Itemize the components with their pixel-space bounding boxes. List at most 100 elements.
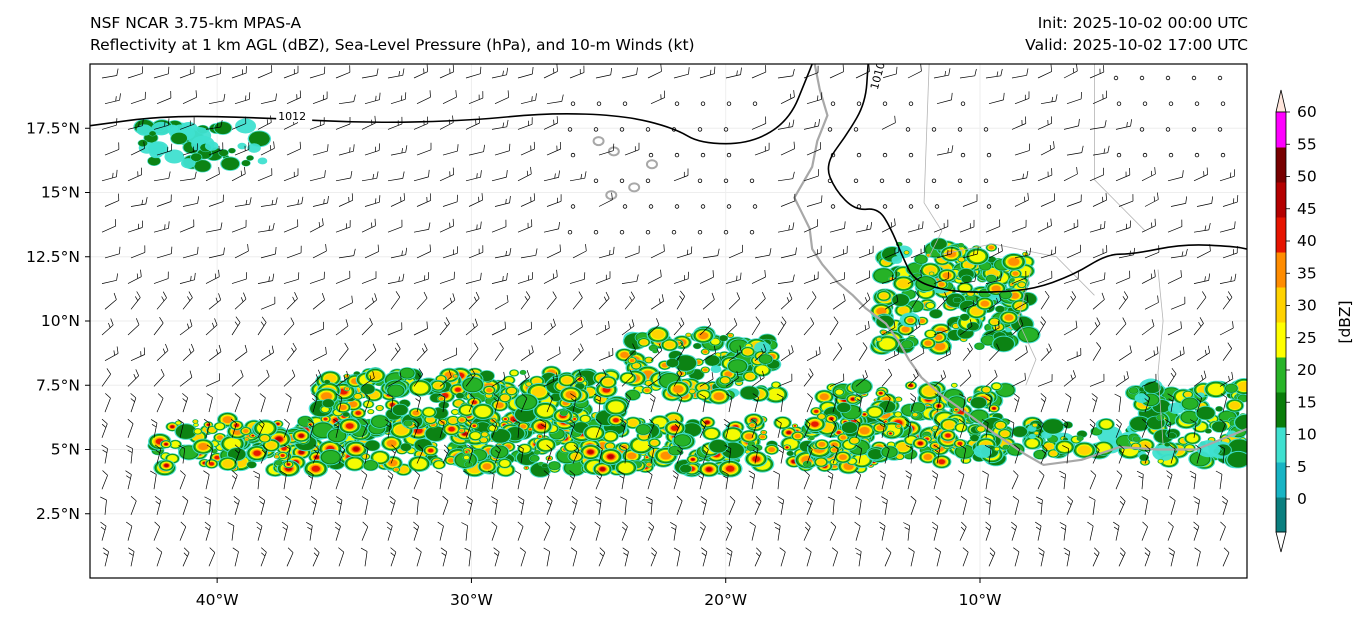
- reflectivity-cell: [532, 378, 542, 385]
- reflectivity-cell: [560, 410, 568, 416]
- reflectivity-cell: [703, 368, 708, 372]
- reflectivity-cell: [666, 358, 679, 368]
- valid-time: Valid: 2025-10-02 17:00 UTC: [1025, 36, 1248, 54]
- reflectivity-cell: [227, 447, 246, 461]
- reflectivity-cell: [423, 408, 435, 416]
- reflectivity-cell: [176, 421, 181, 425]
- reflectivity-cell: [452, 409, 459, 415]
- reflectivity-cell: [388, 459, 398, 467]
- reflectivity-cell: [411, 458, 427, 470]
- reflectivity-cell: [463, 378, 482, 392]
- reflectivity-cell: [247, 461, 257, 469]
- reflectivity-cell: [705, 421, 710, 424]
- reflectivity-cell: [644, 388, 650, 393]
- reflectivity-cell: [251, 434, 254, 437]
- reflectivity-cell: [750, 423, 755, 427]
- reflectivity-cell: [353, 447, 359, 451]
- reflectivity-cell: [194, 429, 201, 434]
- reflectivity-cell: [709, 439, 728, 453]
- reflectivity-cell: [534, 450, 540, 455]
- reflectivity-cell: [299, 450, 304, 454]
- reflectivity-cell: [565, 442, 577, 451]
- reflectivity-cell: [640, 339, 648, 346]
- reflectivity-cell: [198, 442, 209, 451]
- reflectivity-cell: [628, 419, 639, 427]
- reflectivity-cell: [565, 461, 584, 475]
- reflectivity-cell: [705, 428, 719, 439]
- reflectivity-cell: [618, 462, 634, 474]
- reflectivity-cell: [819, 393, 829, 400]
- reflectivity-cell: [434, 461, 444, 468]
- reflectivity-cell: [549, 461, 560, 470]
- reflectivity-cell: [448, 446, 452, 450]
- reflectivity-cell: [786, 450, 794, 456]
- reflectivity-cell: [636, 424, 650, 435]
- reflectivity-cell: [412, 382, 429, 394]
- reflectivity-cell: [365, 440, 380, 451]
- reflectivity-cell: [392, 404, 408, 416]
- reflectivity-cell: [705, 355, 720, 366]
- reflectivity-cell: [265, 441, 277, 450]
- reflectivity-cell: [354, 394, 361, 399]
- reflectivity-cell: [447, 458, 454, 463]
- reflectivity-cell: [682, 423, 702, 437]
- reflectivity-cell: [669, 446, 681, 455]
- reflectivity-cell: [501, 395, 509, 401]
- reflectivity-cell: [626, 390, 640, 400]
- reflectivity-cell: [373, 452, 388, 463]
- reflectivity-cell: [602, 378, 614, 386]
- reflectivity-cell: [671, 425, 679, 431]
- reflectivity-cell: [776, 418, 789, 428]
- reflectivity-cell: [520, 370, 526, 375]
- reflectivity-cell: [691, 458, 695, 461]
- reflectivity-cell: [260, 435, 269, 441]
- reflectivity-cell: [463, 455, 470, 460]
- reflectivity-cell: [698, 332, 709, 340]
- reflectivity-cell: [503, 417, 507, 421]
- reflectivity-cell: [193, 420, 198, 423]
- reflectivity-cell: [362, 454, 369, 459]
- reflectivity-cell: [482, 463, 492, 470]
- reflectivity-cell: [713, 392, 725, 401]
- reflectivity-cell: [689, 389, 695, 393]
- reflectivity-cell: [349, 401, 358, 408]
- reflectivity-cell: [613, 418, 619, 423]
- reflectivity-cell: [412, 410, 420, 416]
- reflectivity-cell: [287, 463, 290, 466]
- reflectivity-cell: [729, 360, 747, 373]
- reflectivity-cell: [836, 431, 841, 435]
- reflectivity-cell: [257, 422, 274, 435]
- reflectivity-cell: [581, 415, 590, 422]
- reflectivity-cell: [170, 441, 180, 448]
- reflectivity-cell: [698, 391, 709, 399]
- reflectivity-cell: [342, 412, 350, 417]
- reflectivity-cell: [840, 435, 847, 440]
- reflectivity-cell: [276, 437, 282, 442]
- reflectivity-cell: [475, 405, 491, 418]
- reflectivity-cell: [224, 437, 241, 450]
- reflectivity-cell: [772, 382, 780, 388]
- reflectivity-cell: [755, 365, 769, 375]
- reflectivity-cell: [786, 446, 789, 449]
- reflectivity-cell: [425, 426, 447, 442]
- reflectivity-cell: [743, 348, 753, 355]
- reflectivity-cell: [803, 461, 811, 467]
- reflectivity-cell: [645, 456, 649, 459]
- reflectivity-cell: [529, 428, 532, 430]
- reflectivity-cell: [339, 404, 347, 411]
- reflectivity-cell: [170, 425, 174, 428]
- reflectivity-cell: [703, 350, 708, 354]
- reflectivity-cell: [507, 388, 516, 394]
- reflectivity-cell: [680, 464, 692, 473]
- reflectivity-cell: [530, 455, 539, 462]
- reflectivity-cell: [604, 432, 617, 441]
- reflectivity-cell: [686, 333, 691, 337]
- reflectivity-cell: [253, 450, 261, 456]
- reflectivity-cell: [620, 351, 629, 358]
- reflectivity-cell: [646, 358, 652, 363]
- reflectivity-cell: [537, 404, 554, 417]
- reflectivity-cell: [455, 387, 461, 392]
- reflectivity-cell: [762, 431, 766, 434]
- reflectivity-cell: [345, 423, 354, 429]
